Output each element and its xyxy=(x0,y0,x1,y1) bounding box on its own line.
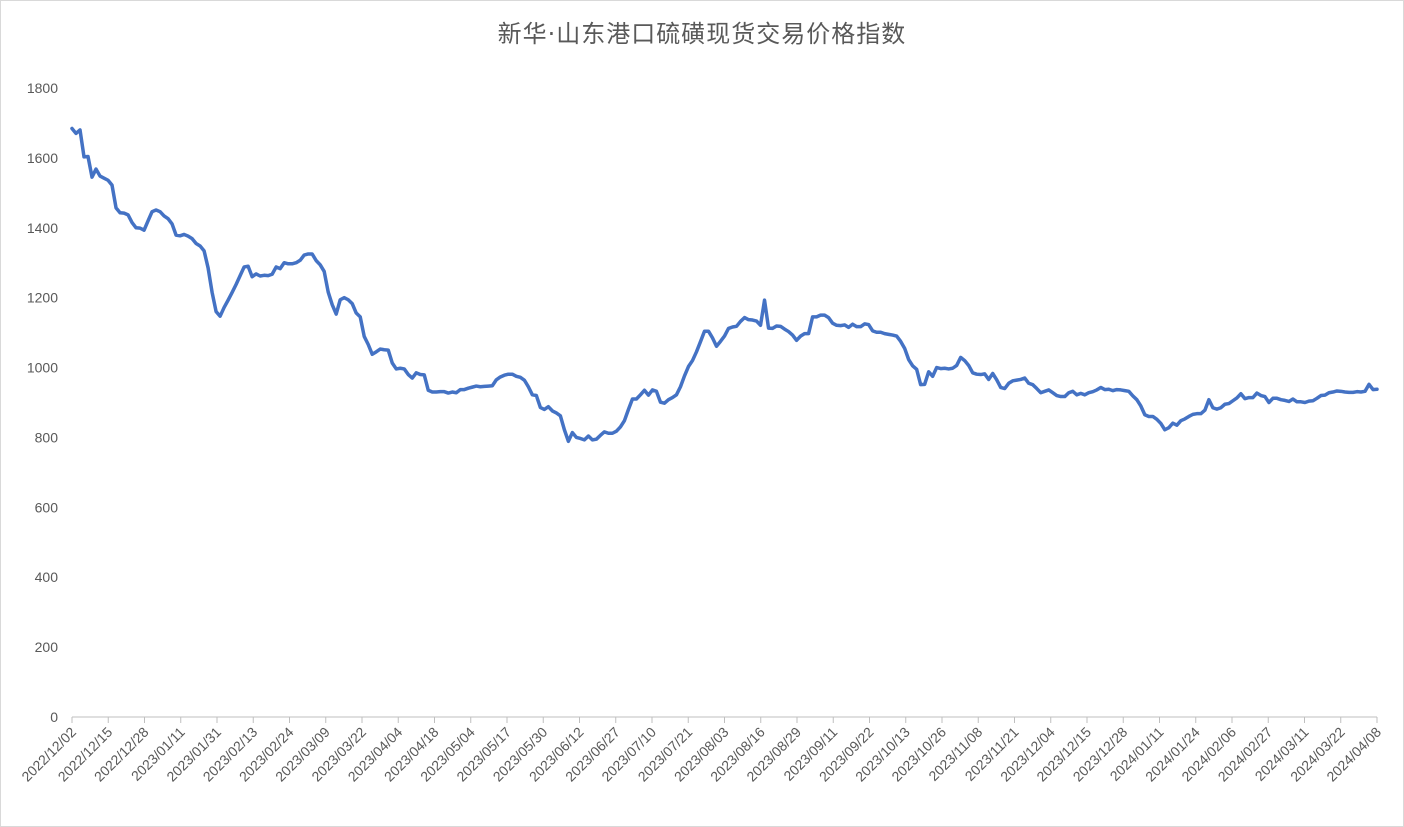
y-tick-label: 600 xyxy=(35,499,59,515)
y-tick-label: 1800 xyxy=(27,80,58,96)
y-tick-label: 200 xyxy=(35,639,59,655)
chart-title: 新华·山东港口硫磺现货交易价格指数 xyxy=(497,20,907,48)
y-tick-label: 1000 xyxy=(27,360,58,376)
series-layer xyxy=(70,126,1379,444)
y-tick-label: 1600 xyxy=(27,150,58,166)
y-tick-label: 800 xyxy=(35,429,59,445)
y-tick-label: 1200 xyxy=(27,290,58,306)
series-line xyxy=(70,126,1379,444)
y-axis: 0 200 400 600 800 1000 1200 1400 1600 1800 xyxy=(27,80,58,725)
y-tick-label: 0 xyxy=(50,709,58,725)
y-tick-label: 1400 xyxy=(27,220,58,236)
y-tick-label: 400 xyxy=(35,569,59,585)
x-axis: 2022/12/022022/12/152022/12/282023/01/11… xyxy=(18,716,1384,785)
